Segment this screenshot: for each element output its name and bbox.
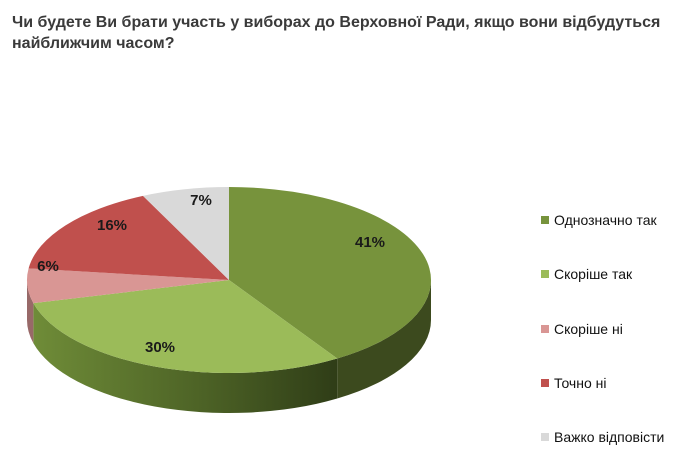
legend-label: Точно ні (554, 375, 607, 391)
pie-slice (26, 268, 230, 304)
legend-label: Скоріше так (554, 266, 633, 282)
legend-label: Важко відповісти (554, 429, 665, 445)
legend-label: Скоріше ні (554, 321, 623, 337)
legend-swatch (541, 379, 549, 387)
legend-item: Скоріше так (541, 266, 632, 282)
legend-swatch (541, 270, 549, 278)
chart-title: Чи будете Ви брати участь у виборах до В… (12, 14, 661, 52)
pie-slice-side (27, 280, 34, 344)
pie-slice (33, 280, 338, 373)
data-label: 7% (190, 192, 212, 209)
legend-swatch (541, 325, 549, 333)
data-label: 30% (145, 339, 175, 356)
legend-item: Важко відповісти (541, 429, 664, 445)
pie-slice (28, 195, 229, 280)
legend-swatch (541, 433, 549, 441)
pie-slice (229, 186, 431, 359)
data-label: 41% (355, 234, 385, 251)
data-label: 6% (37, 258, 59, 275)
data-label: 16% (97, 217, 127, 234)
pie-slice (142, 187, 229, 280)
legend-label: Однозначно так (554, 212, 657, 228)
legend-item: Точно ні (541, 375, 606, 391)
legend-swatch (541, 216, 549, 224)
legend-item: Скоріше ні (541, 321, 623, 337)
pie-slice-side (337, 280, 431, 399)
pie-slice-side (33, 303, 338, 413)
legend-item: Однозначно так (541, 212, 657, 228)
